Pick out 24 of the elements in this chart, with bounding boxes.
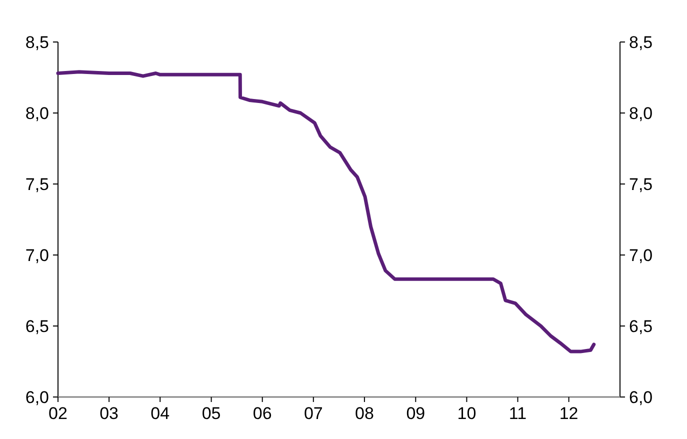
x-tick-label: 12 [559, 404, 578, 423]
y-tick-label: 6,5 [25, 316, 49, 336]
x-tick-label: 03 [100, 404, 119, 423]
x-tick-label: 04 [150, 404, 170, 423]
y2-tick-label: 7,0 [629, 246, 653, 265]
x-tick-label: 05 [202, 404, 221, 423]
y2-tick-label: 6,5 [629, 316, 653, 336]
x-tick-label: 10 [457, 404, 476, 423]
x-tick-label: 08 [354, 404, 374, 423]
y-tick-label: 8,5 [25, 32, 49, 52]
x-tick-label: 07 [304, 404, 323, 423]
y2-tick-label: 8,0 [629, 104, 653, 123]
x-tick-label: 06 [252, 404, 272, 423]
y-tick-label: 7,5 [25, 174, 49, 194]
y-tick-label: 6,0 [25, 388, 49, 407]
y-tick-label: 7,0 [25, 246, 49, 265]
y2-tick-label: 8,5 [629, 32, 653, 52]
x-tick-label: 11 [508, 404, 527, 423]
y2-tick-label: 7,5 [629, 174, 653, 194]
line-series [56, 70, 596, 354]
y-tick-label: 8,0 [25, 104, 49, 123]
y2-tick-label: 6,0 [629, 388, 653, 407]
x-tick-label: 02 [48, 404, 68, 423]
x-tick-label: 09 [406, 404, 426, 423]
